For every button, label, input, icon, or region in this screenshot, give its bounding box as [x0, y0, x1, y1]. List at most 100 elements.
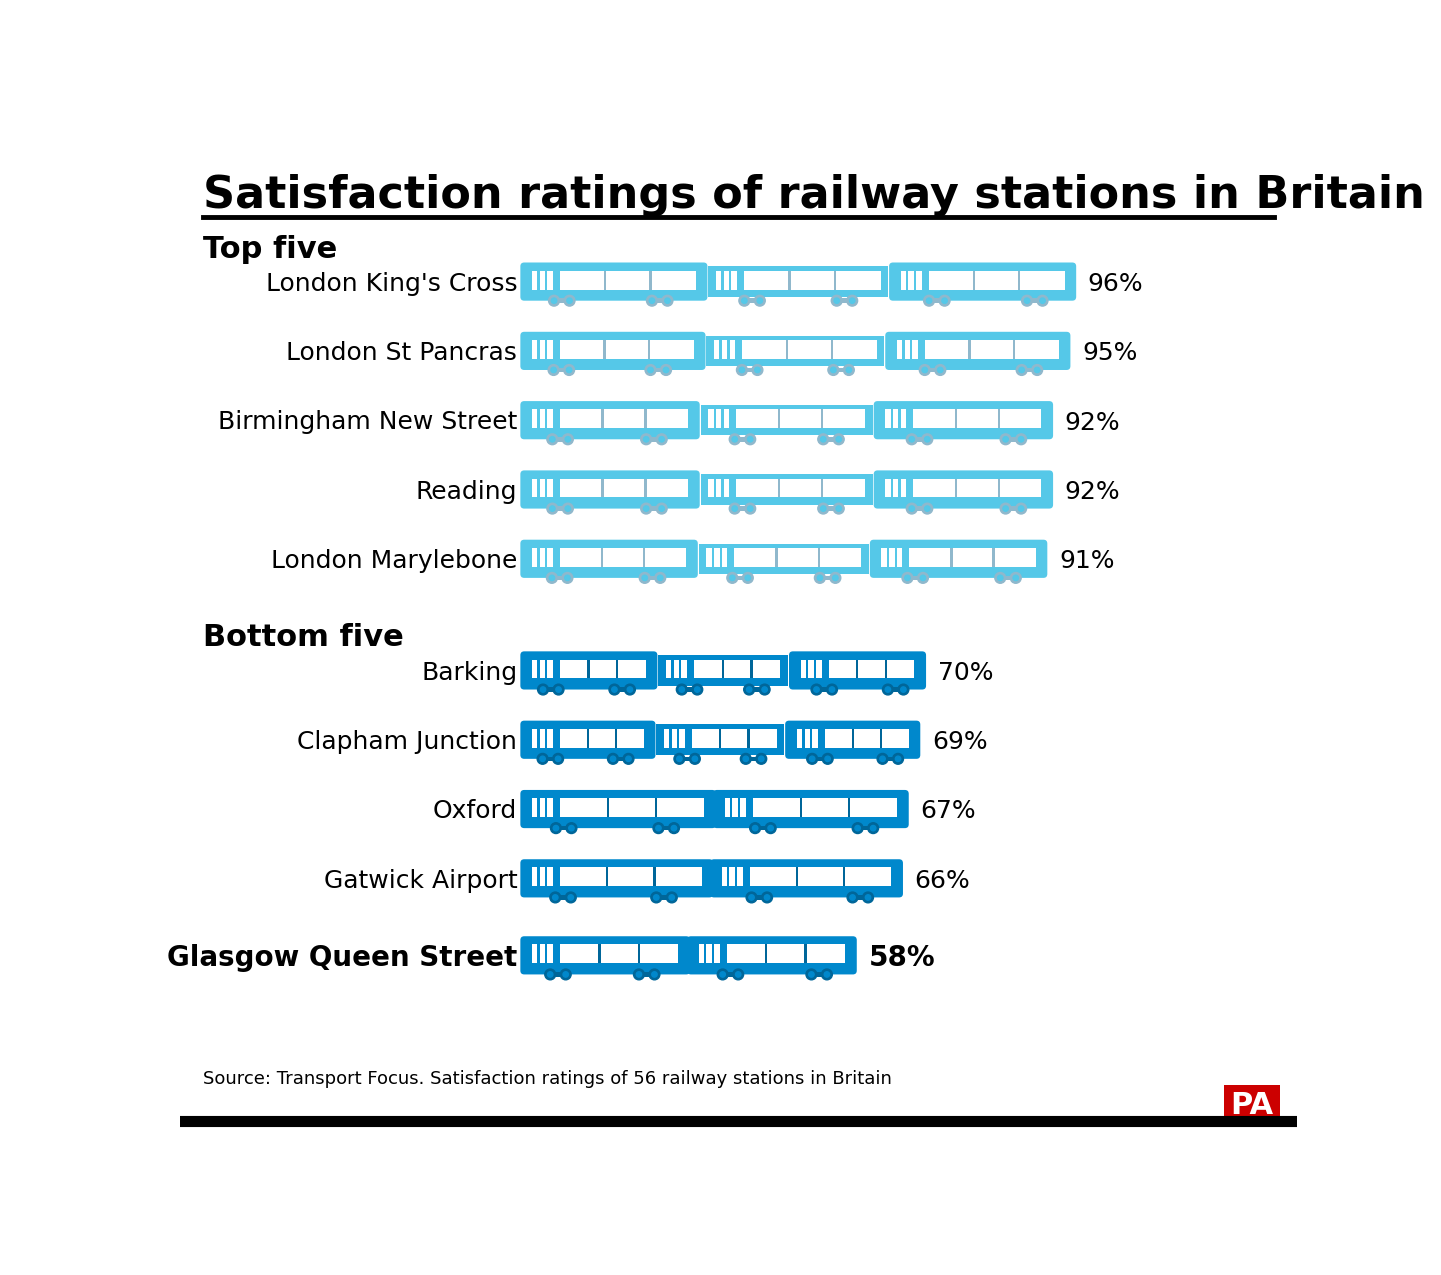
Circle shape	[666, 892, 677, 903]
Circle shape	[676, 685, 687, 695]
Text: Top five: Top five	[203, 236, 337, 264]
Circle shape	[823, 754, 833, 764]
Bar	[561, 548, 686, 567]
Circle shape	[759, 685, 769, 695]
Bar	[808, 659, 814, 678]
FancyBboxPatch shape	[885, 332, 1071, 370]
Bar	[738, 867, 742, 886]
Circle shape	[650, 298, 654, 303]
Circle shape	[768, 825, 774, 831]
Circle shape	[552, 298, 556, 303]
Circle shape	[829, 365, 839, 375]
Circle shape	[745, 504, 755, 514]
Circle shape	[732, 436, 738, 442]
Bar	[648, 298, 670, 303]
Circle shape	[566, 822, 576, 834]
FancyBboxPatch shape	[520, 470, 700, 509]
Circle shape	[677, 756, 682, 761]
Bar	[775, 548, 778, 567]
Circle shape	[553, 754, 563, 764]
Circle shape	[808, 972, 814, 977]
Circle shape	[550, 822, 562, 834]
Bar	[644, 409, 647, 428]
Circle shape	[540, 687, 546, 692]
Circle shape	[739, 367, 745, 372]
Text: 70%: 70%	[938, 660, 993, 685]
Circle shape	[651, 892, 661, 903]
Circle shape	[1019, 506, 1023, 511]
Circle shape	[865, 895, 870, 900]
Bar	[912, 340, 918, 358]
Bar	[548, 729, 553, 747]
Circle shape	[940, 296, 950, 306]
FancyBboxPatch shape	[520, 652, 657, 690]
Bar	[808, 972, 830, 977]
Circle shape	[831, 296, 842, 306]
Bar	[797, 729, 803, 747]
Bar	[549, 437, 571, 441]
Bar	[638, 945, 640, 964]
Circle shape	[807, 754, 817, 764]
Bar	[659, 655, 788, 686]
Bar	[561, 729, 644, 747]
Circle shape	[901, 687, 906, 692]
Circle shape	[757, 754, 767, 764]
Circle shape	[736, 365, 748, 375]
Circle shape	[625, 756, 631, 761]
Bar	[808, 756, 831, 761]
Bar	[885, 409, 891, 428]
Bar	[643, 506, 664, 511]
Circle shape	[1016, 434, 1026, 445]
Circle shape	[623, 754, 634, 764]
Bar	[905, 575, 927, 580]
Bar	[553, 826, 575, 830]
Bar	[700, 474, 873, 505]
Text: PA: PA	[1231, 1091, 1274, 1119]
Bar	[878, 405, 886, 436]
Circle shape	[843, 365, 855, 375]
Bar	[719, 972, 741, 977]
Bar	[955, 409, 957, 428]
Circle shape	[624, 685, 635, 695]
Circle shape	[611, 687, 617, 692]
Circle shape	[548, 365, 559, 375]
Bar	[700, 863, 709, 894]
Bar	[725, 798, 731, 817]
Bar	[716, 409, 722, 428]
Text: London St Pancras: London St Pancras	[287, 342, 517, 365]
Circle shape	[563, 296, 575, 306]
Bar	[878, 474, 886, 505]
Circle shape	[549, 575, 555, 580]
Bar	[925, 340, 1059, 358]
Circle shape	[656, 504, 667, 514]
Circle shape	[548, 504, 558, 514]
Bar	[804, 945, 807, 964]
Circle shape	[1019, 436, 1023, 442]
Bar	[790, 724, 798, 755]
Bar	[726, 945, 846, 964]
Circle shape	[744, 756, 748, 761]
Circle shape	[643, 575, 647, 580]
Circle shape	[1032, 365, 1043, 375]
Bar	[695, 266, 703, 297]
Bar	[885, 478, 891, 497]
Circle shape	[566, 367, 572, 372]
Bar	[716, 794, 726, 824]
Bar	[722, 867, 728, 886]
FancyBboxPatch shape	[520, 790, 716, 829]
Bar	[644, 478, 647, 497]
Circle shape	[1019, 367, 1025, 372]
Bar	[715, 340, 719, 358]
Bar	[909, 437, 931, 441]
Circle shape	[732, 969, 744, 979]
Bar	[749, 867, 892, 886]
Circle shape	[1003, 436, 1009, 442]
Circle shape	[553, 825, 559, 831]
Circle shape	[562, 572, 574, 583]
Bar	[927, 298, 948, 303]
Bar	[856, 659, 859, 678]
Circle shape	[729, 504, 741, 514]
Bar	[804, 729, 810, 747]
Circle shape	[742, 298, 746, 303]
Circle shape	[555, 756, 561, 761]
